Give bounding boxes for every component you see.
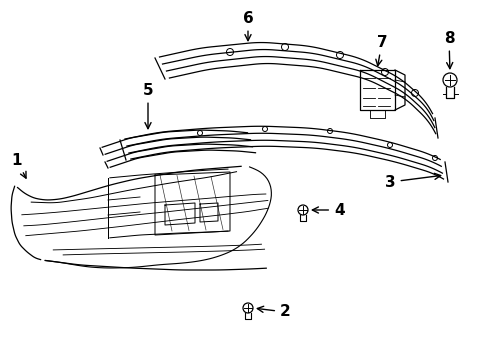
Text: 3: 3 bbox=[385, 173, 441, 189]
Text: 5: 5 bbox=[143, 82, 153, 129]
Text: 2: 2 bbox=[257, 305, 291, 320]
Text: 6: 6 bbox=[243, 10, 253, 41]
Text: 7: 7 bbox=[376, 35, 387, 66]
Text: 4: 4 bbox=[312, 202, 344, 217]
Text: 8: 8 bbox=[443, 31, 454, 69]
Text: 1: 1 bbox=[11, 153, 26, 178]
